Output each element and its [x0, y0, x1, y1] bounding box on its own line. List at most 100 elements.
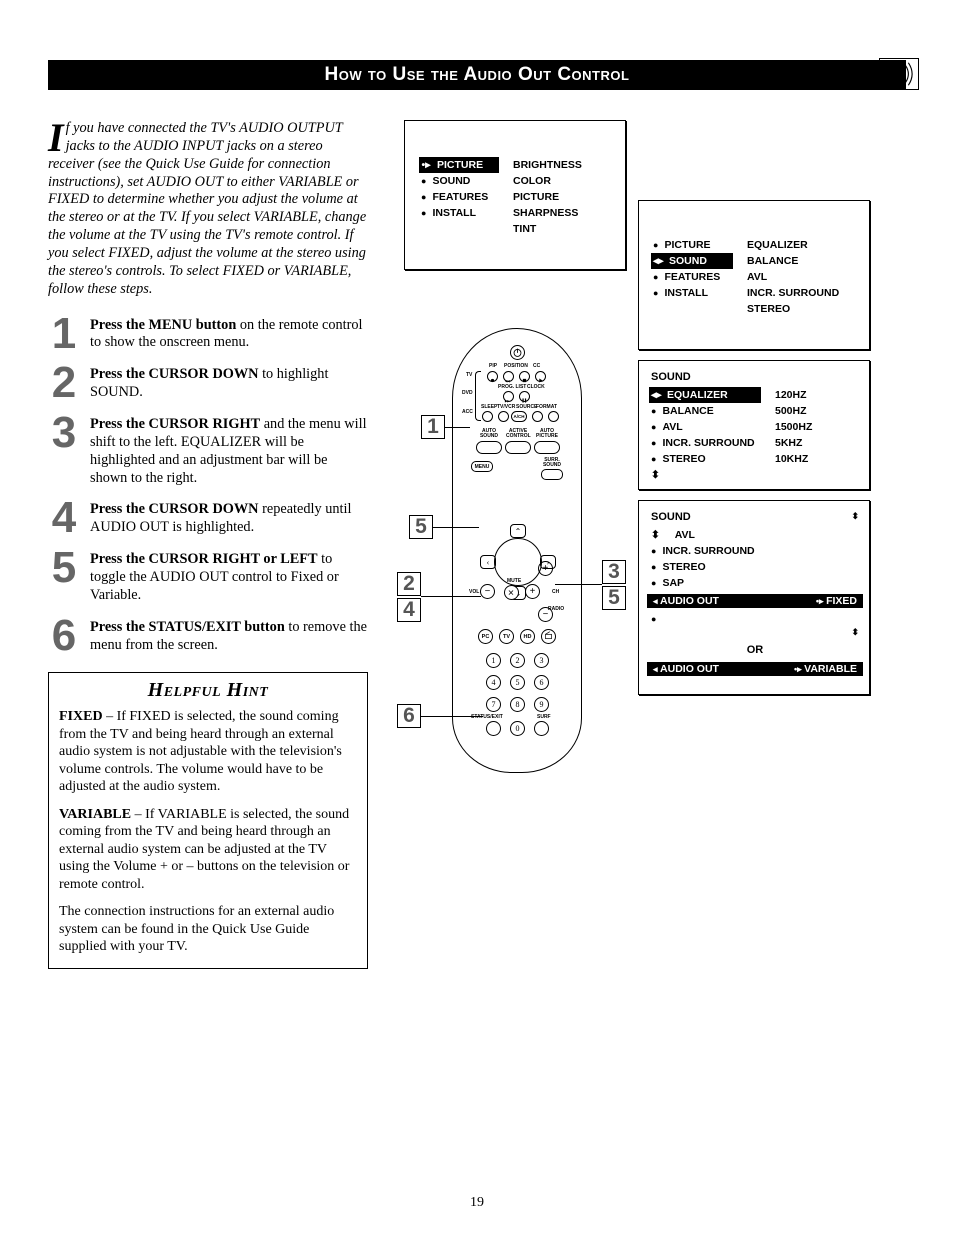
menu-item: ●INCR. SURROUND [651, 435, 761, 451]
surf-label: SURF [537, 715, 551, 720]
callout-line [555, 584, 602, 585]
digit-0[interactable]: 0 [510, 721, 525, 736]
mode-slider[interactable] [475, 371, 481, 421]
clock-label: CLOCK [527, 385, 545, 390]
step-2: 2 Press the CURSOR DOWN to highlight SOU… [48, 364, 368, 402]
tv-button[interactable]: TV [499, 629, 514, 644]
audio-out-variable: ◂ AUDIO OUT •▸ VARIABLE [647, 662, 863, 676]
radio-label: RADIO [548, 607, 564, 612]
cursor-left[interactable]: ‹ [480, 555, 496, 569]
step-text: Press the CURSOR RIGHT or LEFT to toggle… [90, 549, 368, 605]
menu-item: ●INSTALL [653, 285, 733, 301]
step-1: 1 Press the MENU button on the remote co… [48, 315, 368, 353]
stop-button[interactable] [519, 371, 530, 382]
digit-9[interactable]: 9 [534, 697, 549, 712]
digit-5[interactable]: 5 [510, 675, 525, 690]
menu-value: TINT [513, 221, 582, 237]
page-title: How to Use the Audio Out Control [325, 64, 630, 86]
or-label: OR [651, 644, 859, 656]
callout-2: 2 [397, 572, 421, 596]
vol-label: VOL [469, 590, 479, 595]
source-label: SOURCE [516, 405, 537, 410]
menu-item: ●AVL [651, 419, 761, 435]
step-text: Press the CURSOR RIGHT and the menu will… [90, 414, 368, 487]
menu-item: ●FEATURES [421, 189, 499, 205]
ch-label: CH [552, 590, 559, 595]
autosound-button[interactable] [476, 441, 502, 454]
hint-p2: VARIABLE – If VARIABLE is selected, the … [59, 806, 357, 894]
vol-minus[interactable]: − [480, 584, 495, 599]
autopic-label: AUTO PICTURE [536, 429, 558, 439]
play-button[interactable] [535, 371, 546, 382]
activecontrol-button[interactable] [505, 441, 531, 454]
autosound-label: AUTO SOUND [479, 429, 499, 439]
panel-title: SOUND [651, 371, 859, 383]
source-button[interactable] [532, 411, 543, 422]
digit-1[interactable]: 1 [486, 653, 501, 668]
menu-value: BALANCE [747, 253, 839, 269]
digit-3[interactable]: 3 [534, 653, 549, 668]
format-button[interactable] [548, 411, 559, 422]
pc-button[interactable]: PC [478, 629, 493, 644]
menu-value: BRIGHTNESS [513, 157, 582, 173]
digit-4[interactable]: 4 [486, 675, 501, 690]
menu-item: ●SAP [651, 575, 859, 591]
acc-label: ACC [462, 410, 473, 415]
autopicture-button[interactable] [534, 441, 560, 454]
tvvcr-button[interactable] [498, 411, 509, 422]
osd-panel-equalizer: SOUND ◂▸EQUALIZER ●BALANCE ●AVL ●INCR. S… [638, 360, 870, 490]
speaker-icon [879, 58, 919, 90]
menu-value: AVL [747, 269, 839, 285]
step-num: 1 [48, 315, 80, 353]
menu-button[interactable]: MENU [471, 461, 493, 472]
step-text: Press the STATUS/EXIT button to remove t… [90, 617, 368, 655]
sleep-label: SLEEP [481, 405, 497, 410]
ff-button[interactable]: ▸▸ [503, 391, 514, 402]
menu-value: INCR. SURROUND [747, 285, 839, 301]
callout-5b: 5 [602, 586, 626, 610]
step-num: 4 [48, 499, 80, 537]
rec-button[interactable] [487, 371, 498, 382]
hint-title: Helpful Hint [59, 679, 357, 702]
menu-item: ●BALANCE [651, 403, 761, 419]
left-column: If you have connected the TV's AUDIO OUT… [48, 120, 368, 969]
position-label: POSITION [504, 364, 528, 369]
intro-body: f you have connected the TV's AUDIO OUTP… [48, 120, 366, 297]
hint-p1: FIXED – If FIXED is selected, the sound … [59, 708, 357, 796]
pause-button[interactable] [519, 391, 530, 402]
surround-button[interactable] [541, 469, 563, 480]
ch-plus[interactable]: + [538, 561, 553, 576]
menu-item: ●INCR. SURROUND [651, 543, 859, 559]
tvvcr-label: TV/VCR [497, 405, 515, 410]
digit-7[interactable]: 7 [486, 697, 501, 712]
menu-item-picture: •▸PICTURE [419, 157, 499, 173]
step-6: 6 Press the STATUS/EXIT button to remove… [48, 617, 368, 655]
menu-item: ●FEATURES [653, 269, 733, 285]
menu-item: ●PICTURE [653, 237, 733, 253]
step-text: Press the CURSOR DOWN repeatedly until A… [90, 499, 368, 537]
menu-value: EQUALIZER [747, 237, 839, 253]
menu-item-blank: ● [651, 611, 859, 627]
osd-panel-picture: •▸PICTURE ●SOUND ●FEATURES ●INSTALL BRIG… [404, 120, 626, 270]
proglist-label: PROG. LIST [498, 385, 526, 390]
mute-button[interactable]: ✕ [504, 585, 519, 600]
sleep-button[interactable] [482, 411, 493, 422]
cursor-up[interactable]: ⌃ [510, 524, 526, 538]
digit-6[interactable]: 6 [534, 675, 549, 690]
step-num: 6 [48, 617, 80, 655]
statusexit-button[interactable] [486, 721, 501, 736]
radio-button[interactable] [541, 629, 556, 644]
callout-line [421, 596, 481, 597]
menu-value: COLOR [513, 173, 582, 189]
menu-value: SHARPNESS [513, 205, 582, 221]
power-button[interactable] [510, 345, 525, 360]
ach-button[interactable]: A/CH [511, 411, 527, 422]
digit-2[interactable]: 2 [510, 653, 525, 668]
hd-button[interactable]: HD [520, 629, 535, 644]
surf-button[interactable] [534, 721, 549, 736]
pip-label: PIP [489, 364, 497, 369]
vol-plus[interactable]: + [525, 584, 540, 599]
digit-8[interactable]: 8 [510, 697, 525, 712]
menu-value: 500HZ [775, 403, 812, 419]
rewind-button[interactable]: ◂◂ [503, 371, 514, 382]
